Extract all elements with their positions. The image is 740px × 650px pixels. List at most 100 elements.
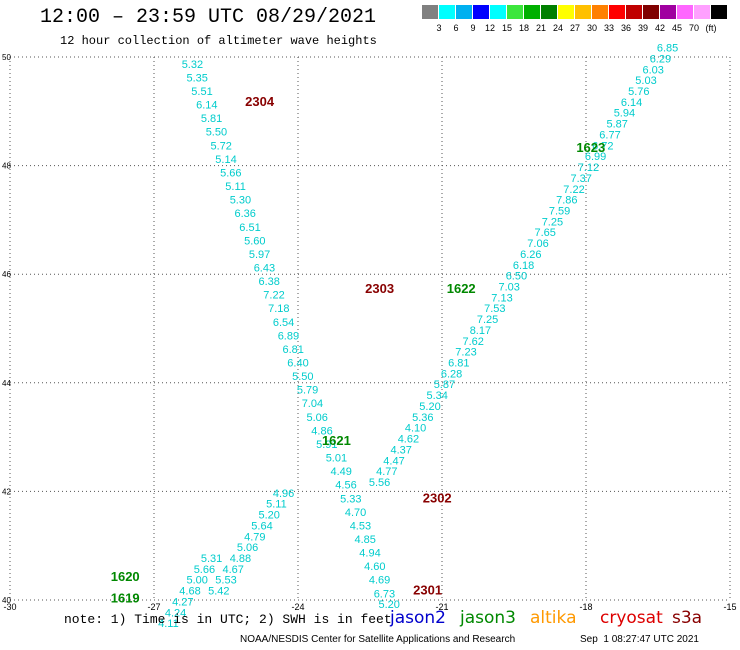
wave-height-value: 4.56 — [335, 480, 356, 492]
wave-height-value: 6.89 — [278, 330, 299, 342]
wave-height-value: 4.69 — [369, 575, 390, 587]
wave-height-value: 6.81 — [448, 358, 469, 370]
color-scale-swatch — [711, 5, 727, 19]
wave-height-value: 4.68 — [179, 586, 200, 598]
wave-height-value: 5.14 — [215, 154, 236, 166]
color-scale-label: 24 — [552, 23, 563, 33]
wave-height-value: 5.35 — [186, 72, 207, 84]
legend-entry-jason3: jason3 — [460, 608, 516, 628]
y-tick-label: 44 — [2, 379, 11, 388]
wave-height-value: 4.96 — [273, 488, 294, 500]
color-scale-label: 15 — [501, 23, 512, 33]
color-scale-label: 12 — [484, 23, 495, 33]
color-scale-label: 30 — [586, 23, 597, 33]
y-tick-label: 50 — [2, 53, 11, 62]
wave-height-value: 6.38 — [258, 276, 279, 288]
wave-height-value: 6.14 — [621, 97, 642, 109]
color-scale-label: 42 — [654, 23, 665, 33]
wave-height-value: 5.50 — [206, 127, 227, 139]
wave-height-value: 5.01 — [326, 453, 347, 465]
color-scale-swatch — [694, 5, 710, 19]
wave-height-value: 7.03 — [498, 281, 519, 293]
y-tick-label: 48 — [2, 162, 11, 171]
color-scale-swatch — [490, 5, 506, 19]
color-scale-label: 21 — [535, 23, 546, 33]
wave-height-value: 7.18 — [268, 303, 289, 315]
x-tick-label: -18 — [579, 602, 592, 612]
color-scale-label: 3 — [436, 23, 442, 33]
pass-label: 1622 — [447, 281, 476, 296]
wave-height-value: 4.24 — [165, 607, 186, 619]
wave-height-value: 7.12 — [578, 162, 599, 174]
credit-line: NOAA/NESDIS Center for Satellite Applica… — [240, 634, 516, 645]
color-scale-swatch — [677, 5, 693, 19]
chart-subtitle: 12 hour collection of altimeter wave hei… — [60, 34, 377, 48]
wave-height-value: 5.72 — [210, 140, 231, 152]
wave-height-value: 5.64 — [251, 520, 272, 532]
wave-height-value: 4.94 — [359, 548, 380, 560]
wave-height-value: 6.40 — [287, 358, 308, 370]
color-scale-swatch — [575, 5, 591, 19]
legend-entry-cryosat: cryosat — [600, 608, 663, 628]
wave-height-value: 6.51 — [239, 222, 260, 234]
wave-height-value: 6.81 — [282, 344, 303, 356]
wave-height-value: 7.22 — [563, 184, 584, 196]
wave-height-value: 6.72 — [592, 140, 613, 152]
footnote: note: 1) Time is in UTC; 2) SWH is in fe… — [64, 612, 392, 627]
color-scale-swatch — [626, 5, 642, 19]
pass-label: 2303 — [365, 281, 394, 296]
wave-height-value: 7.25 — [542, 216, 563, 228]
wave-height-value: 6.54 — [273, 317, 294, 329]
y-tick-label: 42 — [2, 487, 11, 496]
wave-height-value: 5.20 — [258, 510, 279, 522]
legend-entry-altika: altika — [530, 608, 577, 628]
wave-height-value: 5.66 — [194, 564, 215, 576]
color-scale-label: 39 — [637, 23, 648, 33]
pass-label: 1619 — [111, 591, 140, 606]
color-scale-swatch — [524, 5, 540, 19]
generation-timestamp: Sep 1 08:27:47 UTC 2021 — [580, 634, 699, 645]
wave-height-value: 4.37 — [390, 444, 411, 456]
wave-height-value: 5.87 — [434, 379, 455, 391]
wave-height-value: 4.60 — [364, 561, 385, 573]
x-tick-label: -30 — [3, 602, 16, 612]
wave-height-value: 6.28 — [441, 368, 462, 380]
wave-height-value: 5.36 — [412, 412, 433, 424]
wave-height-value: 4.79 — [244, 531, 265, 543]
wave-height-value: 7.53 — [484, 303, 505, 315]
color-scale-label: 18 — [518, 23, 529, 33]
pass-label: 2304 — [245, 94, 275, 109]
wave-height-value: 7.25 — [477, 314, 498, 326]
color-scale-label: (ft) — [705, 23, 717, 33]
wave-height-value: 6.03 — [642, 64, 663, 76]
legend-entry-jason2: jason2 — [390, 608, 446, 628]
wave-height-value: 4.53 — [350, 520, 371, 532]
pass-label: 2302 — [423, 490, 452, 505]
wave-height-value: 5.33 — [340, 493, 361, 505]
wave-height-value: 6.73 — [374, 588, 395, 600]
wave-height-value: 4.49 — [330, 466, 351, 478]
color-scale-label: 6 — [453, 23, 459, 33]
wave-height-value: 5.03 — [635, 75, 656, 87]
wave-height-value: 6.85 — [657, 43, 678, 55]
color-scale-swatch — [507, 5, 523, 19]
color-scale-swatch — [422, 5, 438, 19]
wave-height-value: 6.77 — [599, 129, 620, 141]
pass-label: 1620 — [111, 569, 140, 584]
wave-height-value: 6.50 — [506, 271, 527, 283]
pass-label: 1623 — [576, 140, 605, 155]
wave-height-value: 7.22 — [263, 290, 284, 302]
wave-height-value: 4.70 — [345, 507, 366, 519]
wave-height-value: 5.06 — [306, 412, 327, 424]
wave-height-value: 5.06 — [237, 542, 258, 554]
x-tick-label: -27 — [147, 602, 160, 612]
wave-height-value: 5.20 — [419, 401, 440, 413]
color-scale-swatch — [473, 5, 489, 19]
x-tick-label: -24 — [291, 602, 304, 612]
wave-height-value: 6.26 — [520, 249, 541, 261]
wave-height-value: 5.32 — [182, 59, 203, 71]
color-scale-swatch — [439, 5, 455, 19]
wave-height-value: 5.51 — [191, 86, 212, 98]
wave-height-value: 6.29 — [650, 53, 671, 65]
color-scale-label: 9 — [470, 23, 476, 33]
